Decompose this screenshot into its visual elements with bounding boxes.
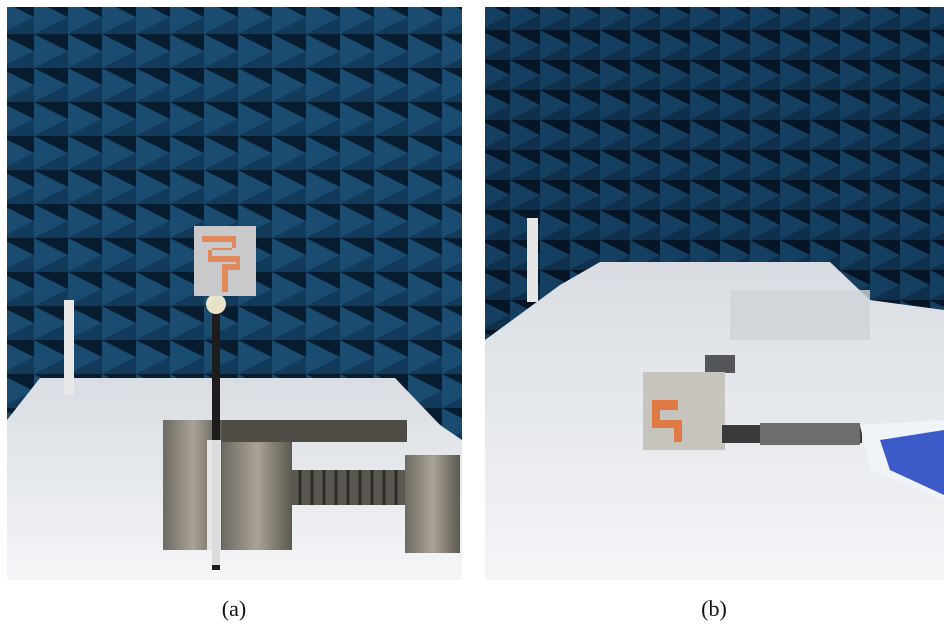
figure: (a) (b) <box>0 0 944 633</box>
photo-a <box>7 7 462 580</box>
body: {"figure": {"panels": [{"caption": "(a)"… <box>0 0 944 633</box>
caption-a: (a) <box>222 596 246 621</box>
caption-b: (b) <box>701 596 727 621</box>
page: html, body { margin: 0; padding: 0; back… <box>0 0 944 633</box>
photo-b <box>485 7 944 580</box>
